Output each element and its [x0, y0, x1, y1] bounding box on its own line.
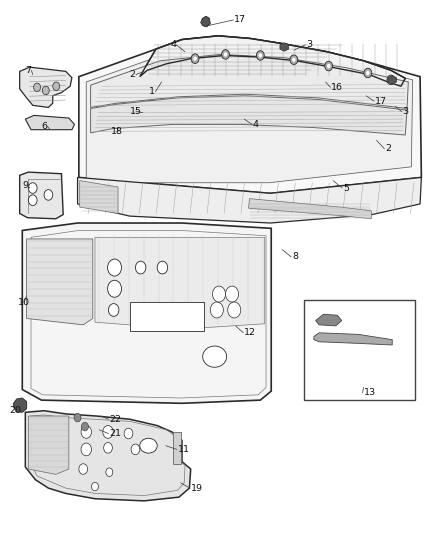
- Circle shape: [212, 286, 226, 302]
- Bar: [130, 302, 204, 331]
- Polygon shape: [20, 172, 63, 219]
- Text: 1: 1: [149, 87, 155, 96]
- Polygon shape: [25, 115, 74, 130]
- Circle shape: [104, 442, 113, 453]
- Polygon shape: [388, 76, 396, 84]
- Circle shape: [44, 190, 53, 200]
- Polygon shape: [201, 16, 210, 27]
- Text: 4: 4: [253, 120, 259, 129]
- Polygon shape: [249, 199, 371, 219]
- Bar: [304, 301, 415, 400]
- Circle shape: [210, 302, 223, 318]
- Circle shape: [42, 86, 49, 95]
- Circle shape: [389, 78, 392, 82]
- Circle shape: [53, 82, 60, 91]
- Text: 9: 9: [22, 181, 28, 190]
- Circle shape: [228, 302, 241, 318]
- Circle shape: [193, 56, 197, 61]
- Text: 18: 18: [111, 127, 123, 136]
- Text: 17: 17: [234, 15, 246, 25]
- Circle shape: [258, 53, 262, 58]
- Text: 2: 2: [130, 70, 136, 79]
- Circle shape: [81, 425, 92, 438]
- Text: 13: 13: [364, 388, 376, 397]
- Polygon shape: [78, 177, 421, 223]
- Ellipse shape: [203, 346, 226, 367]
- Polygon shape: [314, 333, 392, 345]
- Text: 4: 4: [170, 41, 176, 50]
- Circle shape: [325, 61, 332, 71]
- Circle shape: [327, 64, 330, 68]
- Circle shape: [224, 52, 227, 56]
- Text: 8: 8: [292, 253, 298, 262]
- Circle shape: [157, 261, 168, 274]
- Circle shape: [292, 58, 296, 62]
- Polygon shape: [20, 67, 72, 108]
- Circle shape: [109, 304, 119, 317]
- Circle shape: [366, 71, 370, 75]
- Text: 10: 10: [18, 298, 30, 307]
- Circle shape: [290, 55, 298, 64]
- Text: 22: 22: [110, 415, 121, 424]
- Polygon shape: [91, 54, 408, 109]
- Circle shape: [191, 54, 199, 63]
- Polygon shape: [28, 416, 69, 474]
- Text: 6: 6: [42, 122, 47, 131]
- Polygon shape: [316, 314, 342, 326]
- Text: 2: 2: [385, 144, 391, 154]
- Polygon shape: [280, 43, 289, 51]
- Text: 20: 20: [9, 406, 21, 415]
- Polygon shape: [173, 432, 181, 464]
- Text: 16: 16: [331, 83, 343, 92]
- Polygon shape: [80, 181, 118, 214]
- Text: 19: 19: [191, 483, 203, 492]
- Text: 11: 11: [178, 445, 190, 454]
- Circle shape: [124, 428, 133, 439]
- Circle shape: [103, 425, 113, 438]
- Text: 3: 3: [403, 107, 409, 116]
- Text: 15: 15: [130, 107, 142, 116]
- Polygon shape: [27, 239, 93, 325]
- Polygon shape: [79, 36, 421, 193]
- Circle shape: [81, 422, 88, 431]
- Circle shape: [106, 468, 113, 477]
- Circle shape: [135, 261, 146, 274]
- Text: 21: 21: [110, 429, 121, 438]
- Polygon shape: [91, 96, 407, 135]
- Circle shape: [81, 443, 92, 456]
- Circle shape: [28, 183, 37, 193]
- Circle shape: [131, 444, 140, 455]
- Polygon shape: [86, 50, 413, 183]
- Polygon shape: [120, 107, 133, 117]
- Text: 7: 7: [25, 66, 32, 75]
- Circle shape: [92, 482, 99, 491]
- Circle shape: [226, 286, 239, 302]
- Ellipse shape: [140, 438, 157, 453]
- Circle shape: [256, 51, 264, 60]
- Circle shape: [108, 259, 121, 276]
- Circle shape: [34, 83, 41, 92]
- Circle shape: [387, 75, 395, 85]
- Circle shape: [74, 414, 81, 422]
- Polygon shape: [14, 398, 27, 413]
- Text: 5: 5: [343, 183, 349, 192]
- Polygon shape: [95, 237, 265, 329]
- Polygon shape: [22, 223, 271, 403]
- Polygon shape: [140, 36, 405, 86]
- Text: 17: 17: [375, 96, 387, 106]
- Polygon shape: [25, 411, 191, 501]
- Circle shape: [28, 195, 37, 206]
- Circle shape: [364, 68, 372, 78]
- Text: 12: 12: [244, 328, 256, 337]
- Text: 3: 3: [306, 41, 312, 50]
- Circle shape: [79, 464, 88, 474]
- Circle shape: [108, 280, 121, 297]
- Circle shape: [222, 50, 230, 59]
- Polygon shape: [140, 99, 153, 122]
